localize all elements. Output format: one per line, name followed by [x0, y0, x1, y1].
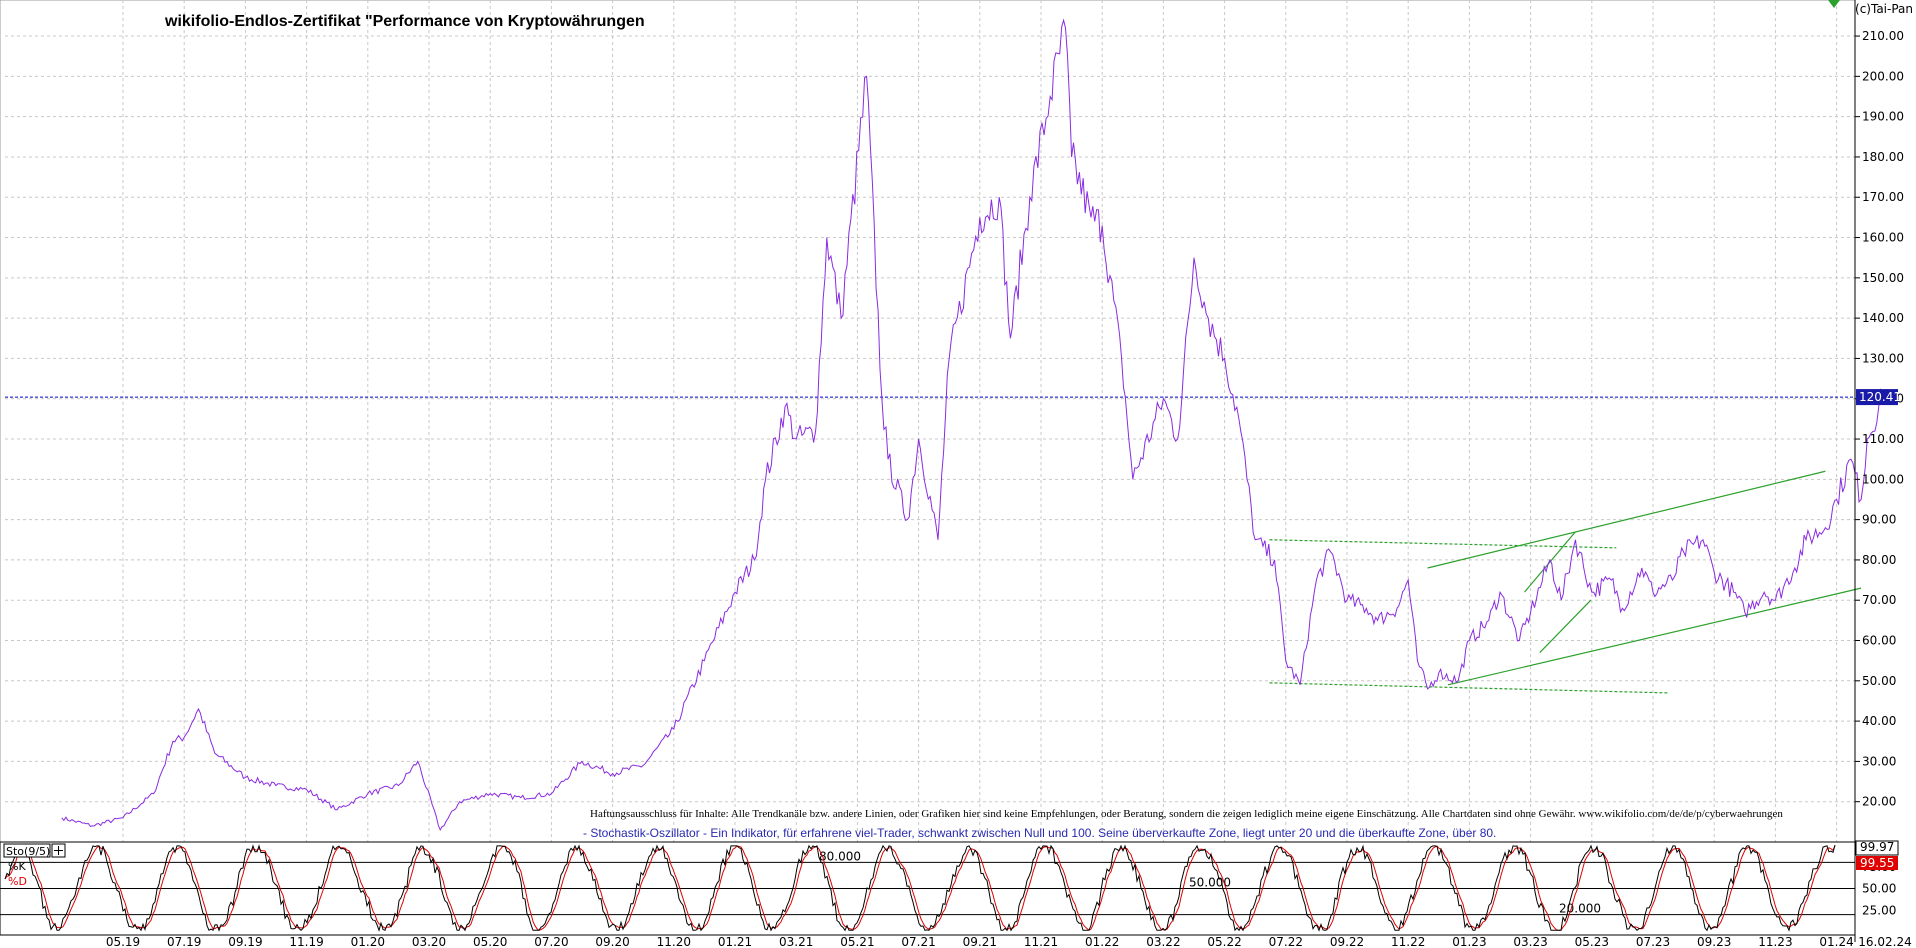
y-tick-label: 50.00: [1862, 674, 1896, 688]
disclaimer-text: Haftungsausschluss für Inhalte: Alle Tre…: [590, 808, 1783, 820]
x-tick-label: 01.21: [718, 935, 752, 948]
y-tick-label: 170.00: [1862, 190, 1904, 204]
main-panel-bg: [0, 0, 1856, 843]
x-tick-label: 05.22: [1207, 935, 1241, 948]
x-tick-label: 11.22: [1391, 935, 1425, 948]
x-tick-label: 09.22: [1330, 935, 1364, 948]
x-last-date-label: 16.02.24: [1858, 935, 1911, 948]
trendline: [1447, 587, 1862, 686]
osc-level-label: 50.000: [1189, 876, 1231, 890]
y-tick-label: 160.00: [1862, 231, 1904, 245]
x-tick-label: 05.21: [840, 935, 874, 948]
trendline: [1539, 599, 1592, 654]
x-tick-label: 05.23: [1575, 935, 1609, 948]
x-tick-label: 11.20: [657, 935, 691, 948]
osc-level-label: 20.000: [1559, 902, 1601, 916]
x-tick-label: 07.23: [1636, 935, 1670, 948]
y-tick-label: 40.00: [1862, 714, 1896, 728]
y-tick-label: 150.00: [1862, 271, 1904, 285]
last-value-badge: [1856, 389, 1898, 406]
y-tick-label: 210.00: [1862, 29, 1904, 43]
x-tick-label: 09.19: [228, 935, 262, 948]
osc-legend-k: %K: [8, 860, 26, 873]
x-tick-label: 01.24: [1819, 935, 1853, 948]
x-tick-label: 07.19: [167, 935, 201, 948]
y-tick-label: 20.00: [1862, 795, 1896, 809]
x-tick-label: 09.23: [1697, 935, 1731, 948]
trendline: [1524, 531, 1576, 593]
x-tick-label: 07.21: [901, 935, 935, 948]
trendline: [1269, 682, 1668, 694]
x-tick-label: 03.20: [412, 935, 446, 948]
x-tick-label: 01.23: [1452, 935, 1486, 948]
x-tick-label: 03.22: [1146, 935, 1180, 948]
y-tick-label: 190.00: [1862, 110, 1904, 124]
osc-y-tick-label: 50.00: [1862, 882, 1896, 896]
x-tick-label: 09.21: [963, 935, 997, 948]
grid-layer: [5, 0, 1855, 932]
y-tick-label: 80.00: [1862, 553, 1896, 567]
x-tick-label: 09.20: [595, 935, 629, 948]
x-tick-label: 03.23: [1513, 935, 1547, 948]
x-tick-label: 11.21: [1024, 935, 1058, 948]
osc-y-tick-label: 25.00: [1862, 903, 1896, 917]
x-tick-label: 07.22: [1269, 935, 1303, 948]
y-tick-label: 100.00: [1862, 472, 1904, 486]
y-tick-label: 90.00: [1862, 513, 1896, 527]
y-tick-label: 180.00: [1862, 150, 1904, 164]
last-value-label: 120.41: [1859, 390, 1901, 404]
y-tick-label: 70.00: [1862, 593, 1896, 607]
y-tick-label: 140.00: [1862, 311, 1904, 325]
x-tick-label: 05.20: [473, 935, 507, 948]
x-tick-label: 01.20: [351, 935, 385, 948]
marker-triangle-icon: [1828, 0, 1840, 8]
copyright-label: (c)Tai-Pan: [1855, 2, 1913, 16]
price-series-line: [61, 18, 1883, 832]
osc-title: Sto(9/5): [6, 845, 50, 858]
y-tick-label: 110.00: [1862, 432, 1904, 446]
osc-title-box: [3, 843, 51, 858]
x-axis: 05.19 07.19 09.19 11.19 01.20 03.20 05.20 07.20…: [0, 934, 1912, 948]
stochastic-d-line: [4, 845, 1836, 931]
y-axis: 20.00 30.00 40.00 50.00 60.00 70.00 80.00 90.00…: [1854, 0, 1904, 942]
y-tick-label: 130.00: [1862, 351, 1904, 365]
y-tick-label: 30.00: [1862, 754, 1896, 768]
osc-legend-d: %D: [8, 875, 27, 888]
osc-k-last: 99.97: [1860, 840, 1894, 854]
oscillator-note: - Stochastik-Oszillator - Ein Indikator,…: [583, 826, 1496, 840]
osc-k-badge: [1855, 840, 1899, 856]
price-layer: [61, 18, 1883, 832]
x-tick-label: 11.23: [1758, 935, 1792, 948]
osc-d-badge: [1856, 856, 1898, 870]
trendline: [1427, 470, 1826, 569]
x-tick-label: 05.19: [106, 935, 140, 948]
x-tick-label: 03.21: [779, 935, 813, 948]
stochastic-k-line: [4, 844, 1836, 932]
osc-level-label: 80.000: [819, 849, 861, 863]
x-tick-label: 11.19: [289, 935, 323, 948]
osc-d-last: 99.55: [1860, 856, 1894, 870]
trendline-layer: [5, 396, 1862, 694]
y-tick-label: 200.00: [1862, 69, 1904, 83]
oscillator-panel: 80.00050.00020.00025.0050.0075.00Sto(9/5…: [0, 840, 1899, 936]
chart-title: wikifolio-Endlos-Zertifikat "Performance…: [164, 13, 645, 30]
x-tick-label: 01.22: [1085, 935, 1119, 948]
y-tick-label: 60.00: [1862, 634, 1896, 648]
x-tick-label: 07.20: [534, 935, 568, 948]
trendline: [1269, 539, 1617, 549]
